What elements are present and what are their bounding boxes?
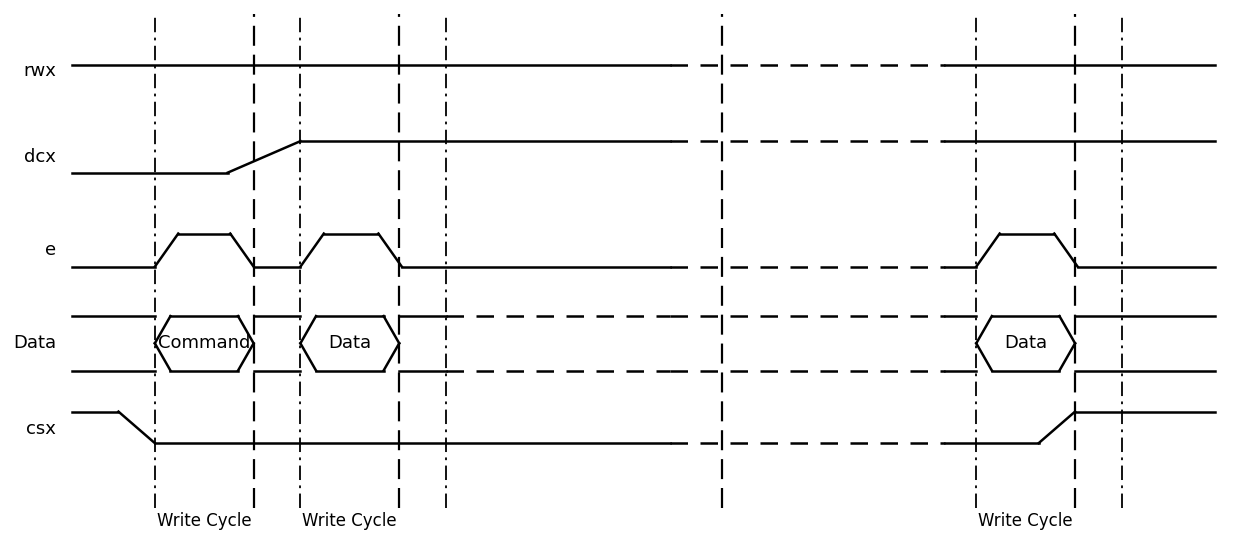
Text: Write Cycle: Write Cycle <box>979 512 1073 530</box>
Text: dcx: dcx <box>25 148 56 166</box>
Text: csx: csx <box>26 420 56 438</box>
Text: Command: Command <box>159 334 250 352</box>
Text: Data: Data <box>12 334 56 352</box>
Text: Write Cycle: Write Cycle <box>157 512 252 530</box>
Text: Data: Data <box>1004 334 1047 352</box>
Text: rwx: rwx <box>24 62 56 80</box>
Text: Write Cycle: Write Cycle <box>302 512 398 530</box>
Text: Data: Data <box>328 334 372 352</box>
Text: e: e <box>45 241 56 259</box>
